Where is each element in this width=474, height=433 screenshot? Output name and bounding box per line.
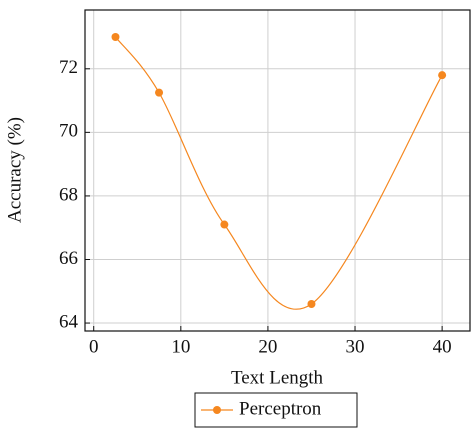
- y-tick-label: 64: [59, 311, 79, 332]
- point: [307, 299, 316, 308]
- x-tick-label: 30: [346, 336, 365, 357]
- y-tick-label: 70: [59, 121, 78, 142]
- plot-frame: [84, 9, 471, 332]
- line: [115, 36, 443, 310]
- x-tick-label: 0: [89, 336, 99, 357]
- point: [155, 88, 164, 97]
- x-tick-label: 20: [258, 336, 277, 357]
- y-tick-label: 66: [59, 248, 78, 269]
- y-tick-label: 72: [59, 57, 78, 78]
- x-axis-label: Text Length: [231, 367, 324, 388]
- point: [220, 220, 229, 229]
- point: [438, 71, 447, 80]
- y-tick-label: 68: [59, 184, 78, 205]
- legend-label: Perceptron: [239, 398, 322, 419]
- point: [111, 33, 120, 42]
- x-tick-label: 10: [171, 336, 190, 357]
- legend-marker: [213, 406, 221, 414]
- legend: Perceptron: [194, 392, 358, 428]
- y-axis-label: Accuracy (%): [4, 117, 25, 223]
- x-tick-label: 40: [433, 336, 452, 357]
